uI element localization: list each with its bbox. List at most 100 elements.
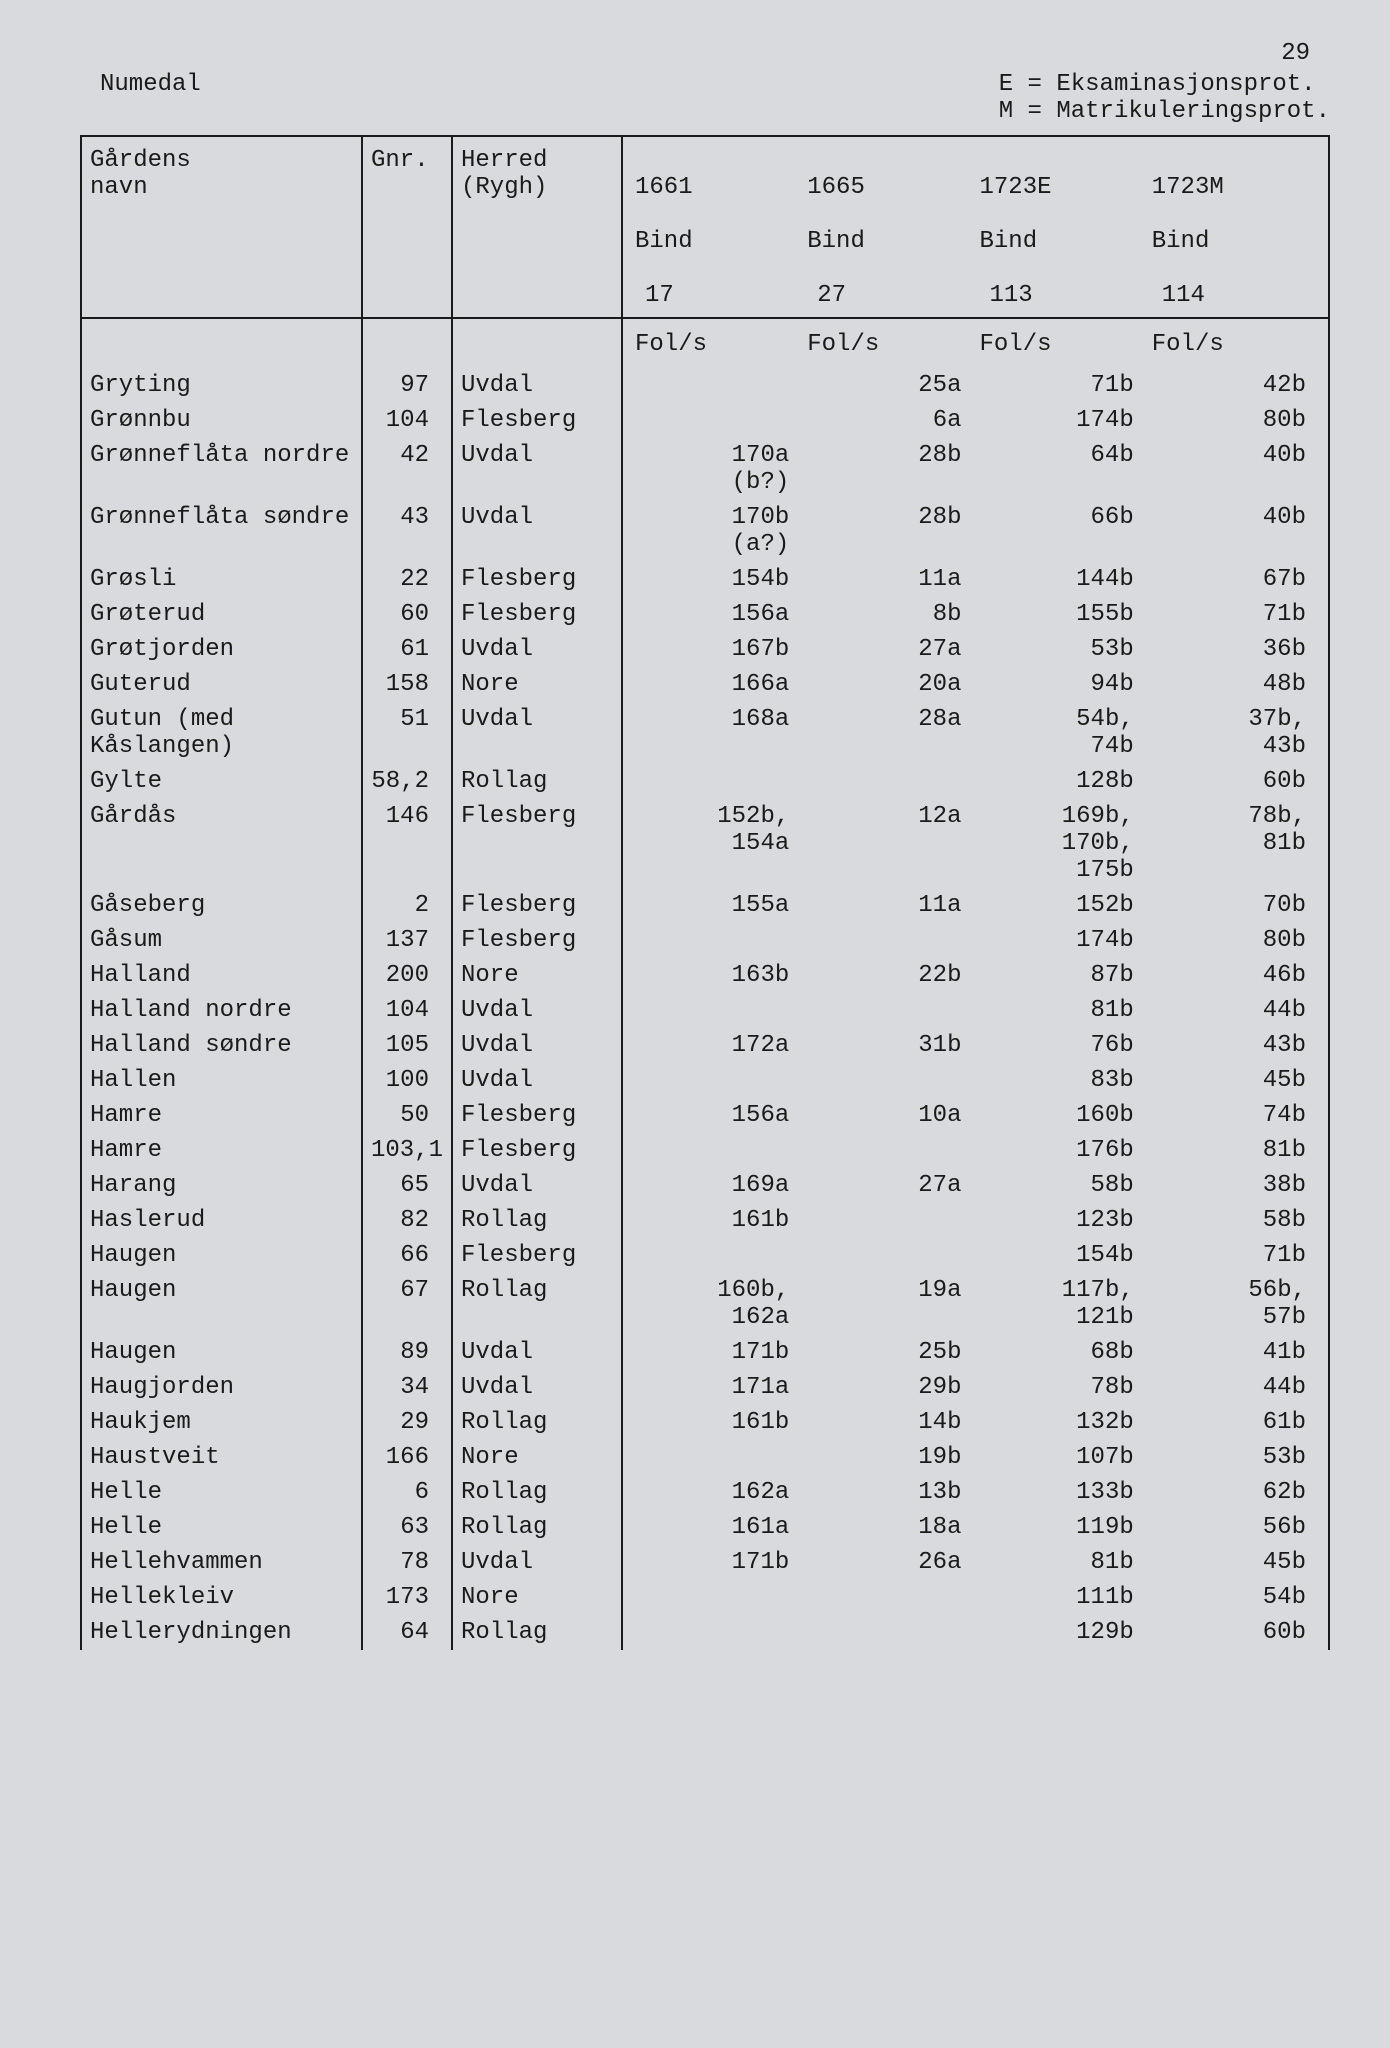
col-name-header: Gårdens navn	[82, 137, 362, 318]
cell-name: Guterud	[82, 667, 362, 702]
year-value: 28a	[807, 706, 979, 760]
table-row: Grøtjorden61Uvdal167b27a53b36b	[82, 632, 1328, 667]
cell-years: 171b26a81b45b	[622, 1545, 1328, 1580]
cell-gnr: 2	[362, 888, 452, 923]
table-row: Halland søndre105Uvdal172a31b76b43b	[82, 1028, 1328, 1063]
cell-herred: Flesberg	[452, 1133, 622, 1168]
page-header: Numedal E = Eksaminasjonsprot. M = Matri…	[80, 71, 1330, 125]
year-value: 80b	[1152, 927, 1324, 954]
year-value: 167b	[635, 636, 807, 663]
fol-label-row: Fol/s Fol/s Fol/s Fol/s	[82, 318, 1328, 368]
table-row: Halland nordre104Uvdal81b44b	[82, 993, 1328, 1028]
year-value: 123b	[980, 1207, 1152, 1234]
year-value: 156a	[635, 601, 807, 628]
legend-line-1: E = Eksaminasjonsprot.	[999, 71, 1316, 98]
data-table-container: Gårdens navn Gnr. Herred (Rygh) 1661 Bin…	[80, 135, 1330, 1650]
cell-years: 168a28a54b, 74b37b, 43b	[622, 702, 1328, 764]
cell-herred: Uvdal	[452, 500, 622, 562]
cell-gnr: 51	[362, 702, 452, 764]
cell-gnr: 82	[362, 1203, 452, 1238]
table-body: Fol/s Fol/s Fol/s Fol/s Gryting97Uvdal25…	[82, 318, 1328, 1650]
table-row: Gylte58,2Rollag128b60b	[82, 764, 1328, 799]
cell-gnr: 22	[362, 562, 452, 597]
year-value: 13b	[807, 1479, 979, 1506]
year-value: 161b	[635, 1207, 807, 1234]
year-value	[635, 1584, 807, 1611]
cell-gnr: 65	[362, 1168, 452, 1203]
year-col-0: 1661 Bind 17	[635, 147, 807, 309]
table-row: Guterud158Nore166a20a94b48b	[82, 667, 1328, 702]
table-row: Gåsum137Flesberg174b80b	[82, 923, 1328, 958]
year-value: 170a (b?)	[635, 442, 807, 496]
year-value: 111b	[980, 1584, 1152, 1611]
table-row: Haslerud82Rollag161b123b58b	[82, 1203, 1328, 1238]
table-row: Hamre50Flesberg156a10a160b74b	[82, 1098, 1328, 1133]
year-value	[635, 1444, 807, 1471]
cell-years: 129b60b	[622, 1615, 1328, 1650]
year-value: 48b	[1152, 671, 1324, 698]
year-value	[635, 1137, 807, 1164]
year-value	[635, 997, 807, 1024]
year-value: 174b	[980, 927, 1152, 954]
cell-name: Grøtjorden	[82, 632, 362, 667]
year-value: 20a	[807, 671, 979, 698]
year-value: 119b	[980, 1514, 1152, 1541]
cell-herred: Uvdal	[452, 1545, 622, 1580]
cell-gnr: 66	[362, 1238, 452, 1273]
year-value: 94b	[980, 671, 1152, 698]
cell-name: Haustveit	[82, 1440, 362, 1475]
year-value	[807, 1137, 979, 1164]
cell-gnr: 103,1	[362, 1133, 452, 1168]
year-value: 171b	[635, 1339, 807, 1366]
year-value: 43b	[1152, 1032, 1324, 1059]
year-value	[635, 927, 807, 954]
cell-years: 83b45b	[622, 1063, 1328, 1098]
year-value: 44b	[1152, 1374, 1324, 1401]
year-value: 27a	[807, 636, 979, 663]
year-value: 144b	[980, 566, 1152, 593]
cell-name: Grøsli	[82, 562, 362, 597]
year-value: 174b	[980, 407, 1152, 434]
cell-herred: Flesberg	[452, 888, 622, 923]
cell-gnr: 100	[362, 1063, 452, 1098]
table-row: Haugen66Flesberg154b71b	[82, 1238, 1328, 1273]
cell-years: 166a20a94b48b	[622, 667, 1328, 702]
year-value: 156a	[635, 1102, 807, 1129]
cell-years: 155a11a152b70b	[622, 888, 1328, 923]
year-value: 56b, 57b	[1152, 1277, 1324, 1331]
cell-name: Grøterud	[82, 597, 362, 632]
cell-name: Gåseberg	[82, 888, 362, 923]
year-value: 78b	[980, 1374, 1152, 1401]
table-row: Gårdås146Flesberg152b, 154a12a169b, 170b…	[82, 799, 1328, 888]
table-row: Grøterud60Flesberg156a8b155b71b	[82, 597, 1328, 632]
cell-name: Helle	[82, 1475, 362, 1510]
table-row: Gryting97Uvdal25a71b42b	[82, 368, 1328, 403]
cell-herred: Nore	[452, 958, 622, 993]
year-value: 60b	[1152, 768, 1324, 795]
year-value: 160b	[980, 1102, 1152, 1129]
cell-years: 161a18a119b56b	[622, 1510, 1328, 1545]
col-gnr-header: Gnr.	[362, 137, 452, 318]
cell-gnr: 50	[362, 1098, 452, 1133]
year-value: 56b	[1152, 1514, 1324, 1541]
year-value: 74b	[1152, 1102, 1324, 1129]
table-row: Grønneflåta søndre43Uvdal170b (a?)28b66b…	[82, 500, 1328, 562]
cell-name: Hellekleiv	[82, 1580, 362, 1615]
year-value: 170b (a?)	[635, 504, 807, 558]
legend: E = Eksaminasjonsprot. M = Matrikulering…	[999, 71, 1330, 125]
cell-years: 161b14b132b61b	[622, 1405, 1328, 1440]
year-value	[635, 1619, 807, 1646]
year-value: 161b	[635, 1409, 807, 1436]
table-row: Grønneflåta nordre42Uvdal170a (b?)28b64b…	[82, 438, 1328, 500]
year-value: 53b	[1152, 1444, 1324, 1471]
year-value: 117b, 121b	[980, 1277, 1152, 1331]
cell-herred: Flesberg	[452, 1238, 622, 1273]
year-value: 162a	[635, 1479, 807, 1506]
year-value: 41b	[1152, 1339, 1324, 1366]
year-value: 8b	[807, 601, 979, 628]
year-value: 25b	[807, 1339, 979, 1366]
year-value: 133b	[980, 1479, 1152, 1506]
cell-gnr: 97	[362, 368, 452, 403]
cell-herred: Uvdal	[452, 1370, 622, 1405]
year-value: 176b	[980, 1137, 1152, 1164]
